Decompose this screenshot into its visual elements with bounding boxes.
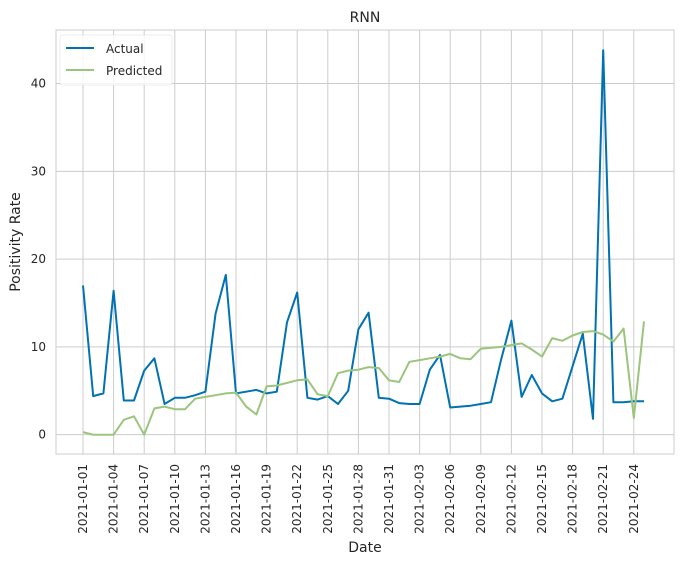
x-tick-label: 2021-01-19 [260,464,274,534]
x-tick-label: 2021-01-28 [351,464,365,534]
x-tick-label: 2021-01-10 [168,464,182,534]
x-tick-label: 2021-02-24 [627,464,641,534]
legend: Actual Predicted [59,34,173,86]
x-tick-label: 2021-01-25 [321,464,335,534]
x-tick-label: 2021-01-16 [229,464,243,534]
legend-label-actual: Actual [106,42,144,56]
y-tick-label: 10 [31,340,46,354]
plot-area [55,29,675,455]
x-tick-label: 2021-02-15 [535,464,549,534]
legend-label-predicted: Predicted [106,64,162,78]
series-line-predicted [82,321,645,436]
x-tick-label: 2021-02-03 [413,464,427,534]
x-tick-label: 2021-01-13 [198,464,212,534]
x-tick-label: 2021-02-06 [443,464,457,534]
x-tick-label: 2021-01-07 [137,464,151,534]
series-lines [82,49,645,436]
tick-labels: 0 10 20 30 40 2021-01-01 2021-01-04 2021-01-07 2… [31,77,641,534]
x-tick-label: 2021-01-04 [107,464,121,534]
x-tick-label: 2021-02-12 [504,464,518,534]
x-tick-label: 2021-01-31 [382,464,396,534]
x-tick-label: 2021-02-21 [596,464,610,534]
chart-title: RNN [350,10,381,26]
x-tick-label: 2021-01-01 [76,464,90,534]
x-axis-label: Date [348,540,381,556]
x-tick-label: 2021-01-22 [290,464,304,534]
x-tick-label: 2021-02-18 [566,464,580,534]
y-tick-label: 40 [31,77,46,91]
x-tick-label: 2021-02-09 [474,464,488,534]
y-tick-label: 20 [31,252,46,266]
y-tick-label: 0 [38,428,46,442]
y-tick-label: 30 [31,164,46,178]
series-line-actual [82,49,644,420]
y-axis-label: Positivity Rate [8,192,24,292]
